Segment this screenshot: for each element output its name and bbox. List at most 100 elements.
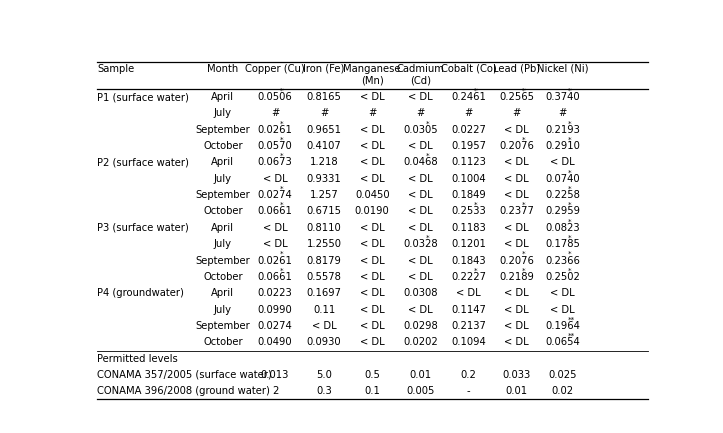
Text: < DL: < DL — [505, 174, 529, 184]
Text: < DL: < DL — [408, 255, 433, 265]
Text: Cobalt (Co): Cobalt (Co) — [441, 64, 497, 74]
Text: **: ** — [568, 317, 575, 323]
Text: CONAMA 396/2008 (ground water): CONAMA 396/2008 (ground water) — [97, 386, 270, 396]
Text: 0.0570: 0.0570 — [257, 141, 292, 151]
Text: < DL: < DL — [550, 288, 575, 298]
Text: 0.0450: 0.0450 — [355, 190, 390, 200]
Text: < DL: < DL — [360, 239, 385, 249]
Text: #: # — [513, 109, 521, 119]
Text: 0.1849: 0.1849 — [451, 190, 486, 200]
Text: 0.8179: 0.8179 — [307, 255, 341, 265]
Text: < DL: < DL — [360, 92, 385, 102]
Text: 1.257: 1.257 — [309, 190, 338, 200]
Text: *: * — [474, 202, 477, 208]
Text: 0.0661: 0.0661 — [257, 272, 292, 282]
Text: 0.2076: 0.2076 — [500, 141, 534, 151]
Text: 0.0223: 0.0223 — [257, 288, 292, 298]
Text: 0.2137: 0.2137 — [451, 321, 486, 331]
Text: < DL: < DL — [262, 174, 287, 184]
Text: 0.0308: 0.0308 — [403, 288, 437, 298]
Text: 0.01: 0.01 — [409, 370, 432, 380]
Text: October: October — [203, 337, 243, 347]
Text: #: # — [320, 109, 328, 119]
Text: < DL: < DL — [408, 174, 433, 184]
Text: 0.01: 0.01 — [505, 386, 528, 396]
Text: *: * — [425, 235, 429, 241]
Text: April: April — [211, 223, 234, 233]
Text: *: * — [568, 169, 571, 175]
Text: < DL: < DL — [408, 304, 433, 314]
Text: 0.1785: 0.1785 — [545, 239, 580, 249]
Text: **: ** — [568, 333, 575, 339]
Text: 0.1: 0.1 — [364, 386, 380, 396]
Text: *: * — [280, 87, 283, 94]
Text: *: * — [568, 235, 571, 241]
Text: 0.1094: 0.1094 — [451, 337, 486, 347]
Text: < DL: < DL — [505, 239, 529, 249]
Text: #: # — [559, 109, 567, 119]
Text: 0.2910: 0.2910 — [545, 141, 580, 151]
Text: 0.1201: 0.1201 — [451, 239, 486, 249]
Text: Cadmium
(Cd): Cadmium (Cd) — [396, 64, 445, 86]
Text: *: * — [568, 137, 571, 142]
Text: October: October — [203, 272, 243, 282]
Text: October: October — [203, 141, 243, 151]
Text: 0.3: 0.3 — [316, 386, 332, 396]
Text: < DL: < DL — [408, 92, 433, 102]
Text: 0.033: 0.033 — [502, 370, 531, 380]
Text: < DL: < DL — [408, 190, 433, 200]
Text: 0.2227: 0.2227 — [451, 272, 486, 282]
Text: *: * — [280, 267, 283, 273]
Text: September: September — [195, 255, 250, 265]
Text: Manganese
(Mn): Manganese (Mn) — [343, 64, 401, 86]
Text: 0.9331: 0.9331 — [307, 174, 341, 184]
Text: 0.0274: 0.0274 — [257, 190, 292, 200]
Text: 0.3740: 0.3740 — [545, 92, 580, 102]
Text: Month: Month — [208, 64, 239, 74]
Text: *: * — [521, 267, 526, 273]
Text: 0.9651: 0.9651 — [307, 125, 341, 135]
Text: < DL: < DL — [505, 190, 529, 200]
Text: -: - — [467, 386, 471, 396]
Text: < DL: < DL — [360, 125, 385, 135]
Text: P4 (groundwater): P4 (groundwater) — [97, 288, 184, 298]
Text: 0.2258: 0.2258 — [545, 190, 580, 200]
Text: September: September — [195, 125, 250, 135]
Text: 0.1123: 0.1123 — [451, 158, 486, 168]
Text: 0.005: 0.005 — [406, 386, 435, 396]
Text: July: July — [214, 109, 232, 119]
Text: 0.0202: 0.0202 — [403, 337, 438, 347]
Text: Sample: Sample — [97, 64, 134, 74]
Text: < DL: < DL — [360, 255, 385, 265]
Text: *: * — [280, 202, 283, 208]
Text: 0.0490: 0.0490 — [257, 337, 292, 347]
Text: 0.0468: 0.0468 — [403, 158, 437, 168]
Text: *: * — [521, 251, 526, 257]
Text: < DL: < DL — [360, 337, 385, 347]
Text: *: * — [521, 202, 526, 208]
Text: < DL: < DL — [408, 223, 433, 233]
Text: *: * — [568, 218, 571, 224]
Text: < DL: < DL — [360, 141, 385, 151]
Text: September: September — [195, 321, 250, 331]
Text: < DL: < DL — [505, 125, 529, 135]
Text: April: April — [211, 92, 234, 102]
Text: 0.1843: 0.1843 — [451, 255, 486, 265]
Text: 0.1004: 0.1004 — [451, 174, 486, 184]
Text: CONAMA 357/2005 (surface water): CONAMA 357/2005 (surface water) — [97, 370, 272, 380]
Text: 0.0227: 0.0227 — [451, 125, 486, 135]
Text: Lead (Pb): Lead (Pb) — [493, 64, 540, 74]
Text: 0.0305: 0.0305 — [403, 125, 437, 135]
Text: 0.4107: 0.4107 — [307, 141, 341, 151]
Text: 0.0930: 0.0930 — [307, 337, 341, 347]
Text: 0.6715: 0.6715 — [307, 207, 341, 216]
Text: < DL: < DL — [505, 158, 529, 168]
Text: 0.02: 0.02 — [552, 386, 574, 396]
Text: < DL: < DL — [360, 223, 385, 233]
Text: April: April — [211, 288, 234, 298]
Text: < DL: < DL — [505, 321, 529, 331]
Text: 0.0740: 0.0740 — [545, 174, 580, 184]
Text: 0.0274: 0.0274 — [257, 321, 292, 331]
Text: 0.1697: 0.1697 — [307, 288, 341, 298]
Text: *: * — [474, 87, 477, 94]
